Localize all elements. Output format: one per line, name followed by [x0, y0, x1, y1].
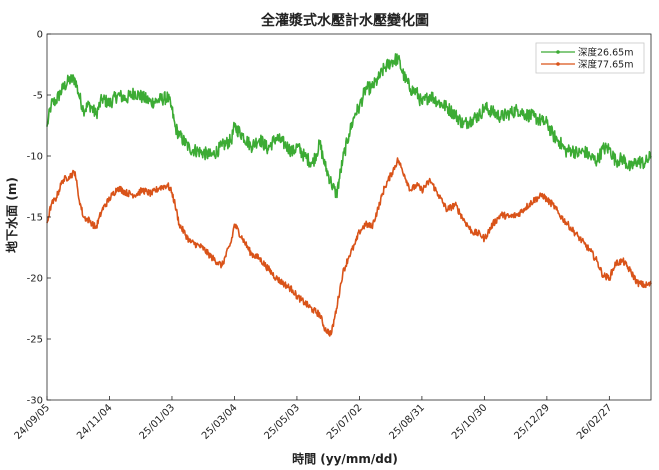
- legend-marker-series-2: [556, 62, 560, 66]
- x-axis-label: 時間 (yy/mm/dd): [292, 451, 398, 466]
- y-tick-label: -5: [33, 91, 43, 102]
- y-axis: 0 -5 -10 -15 -20 -25 -30: [27, 30, 51, 407]
- series-line-2: [46, 157, 652, 337]
- y-tick-label: 0: [37, 30, 43, 41]
- series-line-1: [46, 53, 652, 199]
- legend-marker-series-1: [556, 50, 560, 54]
- legend: 深度26.65m 深度77.65m: [535, 42, 645, 74]
- y-tick-label: -30: [27, 396, 43, 407]
- y-axis-label: 地下水面 (m): [4, 177, 19, 253]
- y-tick-label: -10: [27, 152, 43, 163]
- chart-title: 全灌漿式水壓計水壓變化圖: [260, 12, 429, 29]
- y-tick-label: -15: [27, 213, 43, 224]
- series-layer: [46, 53, 652, 337]
- legend-box: [535, 42, 645, 74]
- legend-label-series-2: 深度77.65m: [578, 59, 633, 71]
- y-tick-label: -25: [27, 335, 43, 346]
- legend-label-series-1: 深度26.65m: [578, 47, 633, 59]
- y-tick-label: -20: [27, 274, 43, 285]
